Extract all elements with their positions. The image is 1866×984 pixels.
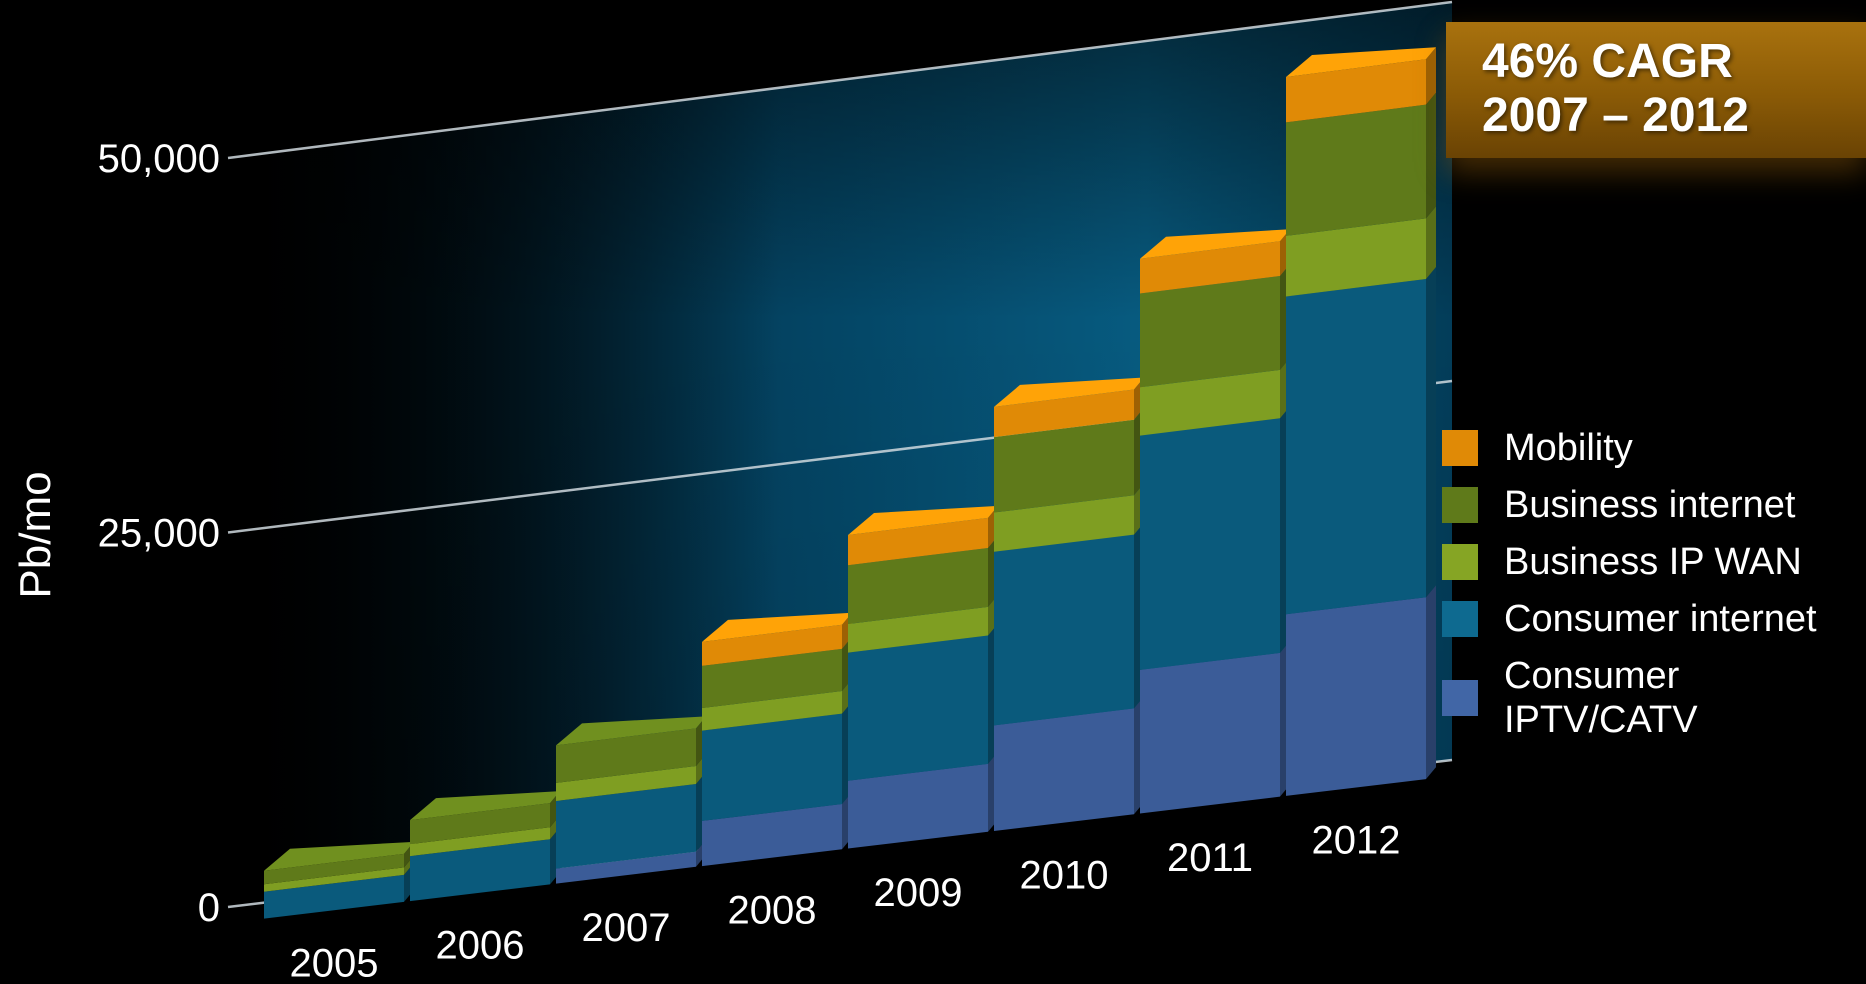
bar-2006 (410, 791, 560, 902)
legend-label: Business IP WAN (1504, 541, 1802, 583)
x-tick-label: 2011 (1167, 836, 1253, 880)
bar-segment-business-internet (994, 419, 1134, 513)
x-tick-label: 2009 (874, 871, 963, 915)
bar-segment-business-ip-wan (994, 495, 1134, 552)
bar-segment-consumer-iptv-catv (994, 708, 1134, 832)
bar-top-face (264, 841, 414, 871)
y-tick-label: 25,000 (98, 512, 220, 556)
bar-segment-side (1426, 585, 1436, 780)
cagr-rate: 46% CAGR (1482, 35, 1733, 88)
bar-top-face (556, 716, 706, 746)
gridline (227, 0, 1453, 160)
bar-segment-consumer-internet (264, 874, 404, 919)
bar-segment-mobility (1286, 59, 1426, 123)
bar-segment-consumer-internet (1286, 278, 1426, 615)
bar-segment-consumer-internet (848, 635, 988, 781)
y-axis-ticks: 0 25,000 50,000 (98, 137, 220, 930)
bar-segment-business-ip-wan (702, 691, 842, 731)
bar-segment-business-ip-wan (556, 765, 696, 801)
bar-segment-consumer-iptv-catv (848, 763, 988, 849)
legend-swatch (1442, 544, 1478, 580)
bar-segment-consumer-iptv-catv (702, 804, 842, 867)
bar-2005 (264, 841, 414, 919)
bar-2009 (848, 505, 998, 849)
cagr-period: 2007 – 2012 (1482, 89, 1749, 142)
bar-segment-side (1426, 47, 1436, 105)
bar-segment-business-ip-wan (848, 606, 988, 653)
bar-segment-business-internet (848, 548, 988, 624)
x-tick-label: 2012 (1312, 819, 1401, 863)
bar-segment-mobility (848, 517, 988, 566)
x-axis-ticks: 2005 2006 2007 2008 2009 2010 2011 2012 (290, 819, 1401, 984)
bar-top-face (994, 377, 1144, 407)
x-tick-label: 2005 (290, 941, 379, 984)
bar-top-face (702, 612, 852, 642)
bars (264, 47, 1436, 919)
bar-segment-consumer-internet (994, 534, 1134, 726)
y-tick-label: 50,000 (98, 137, 220, 181)
x-tick-label: 2008 (728, 889, 817, 933)
bar-2012 (1286, 47, 1436, 796)
bar-segment-consumer-internet (410, 839, 550, 902)
bar-segment-business-internet (1140, 276, 1280, 388)
bar-segment-business-ip-wan (1286, 218, 1426, 297)
legend-swatch (1442, 430, 1478, 466)
legend-label: Business internet (1504, 484, 1796, 526)
bar-segment-side (1426, 92, 1436, 219)
bar-segment-consumer-iptv-catv (556, 851, 696, 884)
bar-segment-consumer-internet (702, 713, 842, 821)
y-tick-label: 0 (198, 886, 220, 930)
bar-2008 (702, 612, 852, 867)
x-tick-label: 2010 (1020, 854, 1109, 898)
bar-segment-consumer-internet (1140, 418, 1280, 670)
bar-segment-side (1426, 266, 1436, 598)
legend-swatch (1442, 487, 1478, 523)
bar-segment-business-internet (264, 853, 404, 885)
bar-segment-mobility (702, 624, 842, 666)
legend-label: Consumer internet (1504, 598, 1817, 640)
bar-top-face (1140, 229, 1290, 259)
legend-swatch (1442, 601, 1478, 637)
bar-segment-mobility (1140, 241, 1280, 294)
legend-swatch (1442, 680, 1478, 716)
bar-segment-side (1426, 206, 1436, 279)
bar-2010 (994, 377, 1144, 832)
bar-segment-business-internet (556, 728, 696, 783)
bar-segment-business-internet (410, 803, 550, 845)
legend-label: Consumer IPTV/CATV (1504, 655, 1698, 741)
bar-segment-business-ip-wan (410, 827, 550, 857)
bar-segment-business-internet (1286, 104, 1426, 236)
bar-top-face (410, 791, 560, 821)
x-tick-label: 2007 (582, 906, 671, 950)
bar-2011 (1140, 229, 1290, 814)
bar-segment-business-internet (702, 648, 842, 709)
bar-segment-consumer-internet (556, 784, 696, 869)
bar-segment-consumer-iptv-catv (1286, 597, 1426, 796)
bar-segment-business-ip-wan (1140, 369, 1280, 436)
y-axis-label: Pb/mo (11, 471, 60, 599)
bar-segment-consumer-iptv-catv (1140, 652, 1280, 814)
bar-top-face (848, 505, 998, 536)
legend-label: Mobility (1504, 427, 1633, 469)
cagr-callout: 46% CAGR 2007 – 2012 (1446, 22, 1866, 158)
bar-segment-business-ip-wan (264, 867, 404, 892)
bar-segment-mobility (994, 389, 1134, 438)
x-tick-label: 2006 (436, 924, 525, 968)
bar-2007 (556, 716, 706, 884)
bar-top-face (1286, 47, 1436, 77)
